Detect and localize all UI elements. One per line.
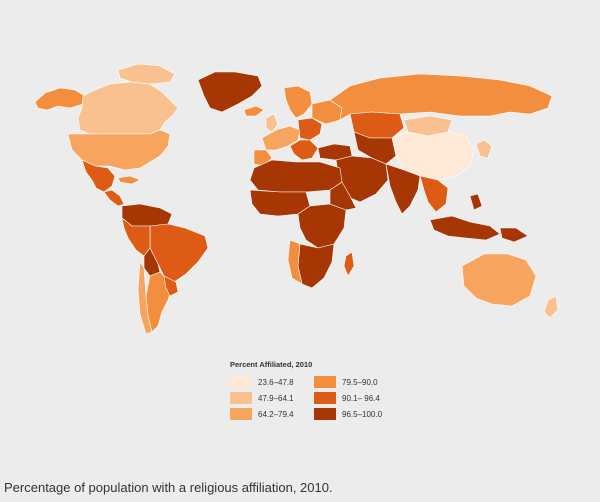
- region-uruguay-paraguay: [163, 275, 179, 297]
- region-philippines: [469, 193, 483, 211]
- legend-swatch: [230, 392, 252, 404]
- choropleth-map-figure: Percent Affiliated, 2010 23.6–47.8 47.9–…: [34, 63, 559, 430]
- legend-item: 90.1– 96.4: [314, 392, 380, 404]
- legend-item: 79.5–90.0: [314, 376, 378, 388]
- legend-swatch: [314, 376, 336, 388]
- region-madagascar: [343, 251, 355, 277]
- region-southeast-asia: [419, 175, 449, 213]
- region-caribbean: [117, 175, 141, 185]
- legend-label: 90.1– 96.4: [342, 393, 380, 403]
- legend-swatch: [314, 408, 336, 420]
- legend-item: 64.2–79.4: [230, 408, 294, 420]
- region-alaska: [34, 87, 86, 111]
- legend-item: 96.5–100.0: [314, 408, 382, 420]
- legend-swatch: [314, 392, 336, 404]
- region-venezuela-colombia: [121, 203, 173, 227]
- region-central-europe: [297, 117, 323, 141]
- region-east-africa: [329, 181, 357, 211]
- region-canada-arctic: [117, 63, 176, 85]
- region-central-africa: [297, 203, 347, 249]
- legend-item: 23.6–47.8: [230, 376, 294, 388]
- legend-swatch: [230, 408, 252, 420]
- region-korea-japan: [475, 139, 493, 159]
- region-balkans-italy: [289, 139, 319, 161]
- region-angola-namibia: [287, 239, 303, 285]
- legend: Percent Affiliated, 2010 23.6–47.8 47.9–…: [230, 360, 390, 430]
- region-central-america: [103, 189, 125, 207]
- region-canada: [77, 81, 179, 135]
- world-map: [34, 63, 559, 335]
- region-australia: [461, 253, 537, 307]
- region-southern-africa: [297, 243, 335, 289]
- region-chile: [137, 261, 153, 335]
- region-india: [385, 163, 421, 215]
- region-greenland: [197, 71, 263, 113]
- region-new-zealand: [543, 295, 559, 319]
- legend-label: 64.2–79.4: [258, 409, 294, 419]
- legend-title: Percent Affiliated, 2010: [230, 360, 313, 369]
- region-scandinavia: [283, 85, 313, 119]
- legend-item: 47.9–64.1: [230, 392, 294, 404]
- region-iceland: [243, 105, 265, 117]
- region-western-europe: [261, 125, 301, 151]
- figure-caption: Percentage of population with a religiou…: [4, 480, 333, 495]
- region-papua: [499, 227, 529, 243]
- region-indonesia: [429, 215, 501, 241]
- region-north-africa: [249, 159, 343, 193]
- region-uk: [265, 113, 279, 133]
- legend-label: 47.9–64.1: [258, 393, 294, 403]
- legend-label: 96.5–100.0: [342, 409, 383, 419]
- region-mexico: [81, 159, 116, 193]
- legend-label: 23.6–47.8: [258, 377, 294, 387]
- legend-label: 79.5–90.0: [342, 377, 378, 387]
- legend-swatch: [230, 376, 252, 388]
- region-central-asia-south: [353, 131, 397, 165]
